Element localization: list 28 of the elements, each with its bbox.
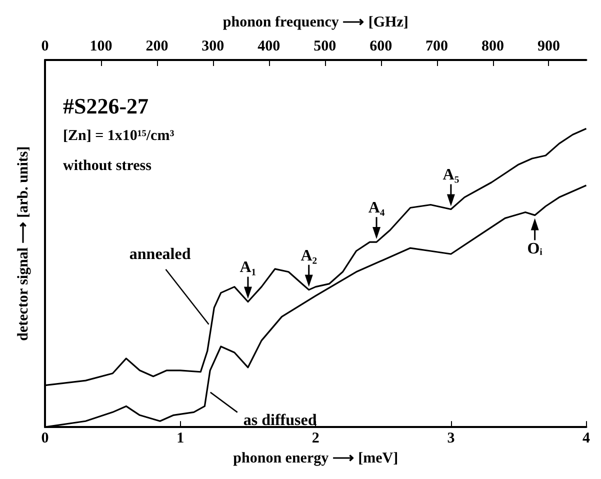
annotation: A₁	[240, 259, 256, 276]
x2-axis-title: phonon frequency ⟶ [GHz]	[222, 14, 408, 30]
y-axis-title: detector signal ⟶ [arb. units]	[16, 146, 32, 341]
x-tick-label: 4	[582, 430, 590, 447]
annotation: A₂	[300, 247, 318, 264]
x-tick-label: 2	[312, 430, 320, 447]
x2-tick-label: 500	[314, 38, 336, 54]
x2-tick-label: 300	[202, 38, 224, 54]
annotation: A₄	[368, 200, 385, 217]
x2-tick-label: 0	[41, 38, 49, 54]
text: annealed	[129, 246, 191, 263]
x-tick-label: 1	[176, 430, 184, 447]
annotation: without stress	[63, 158, 152, 174]
annotation: A₅	[442, 166, 460, 184]
x-axis-title: phonon energy ⟶ [meV]	[233, 450, 398, 466]
text: #S226-27	[63, 94, 149, 118]
x-tick-label: 0	[41, 430, 49, 447]
x2-tick-label: 800	[482, 38, 504, 54]
x-tick-label: 3	[447, 430, 455, 447]
x2-tick-label: 600	[370, 38, 392, 54]
annotation: Oᵢ	[527, 240, 543, 258]
x2-tick-label: 700	[426, 38, 448, 54]
x2-tick-label: 100	[90, 38, 112, 54]
annotation: [Zn] = 1x10¹⁵/cm³	[63, 128, 175, 144]
x2-tick-label: 200	[146, 38, 168, 54]
x2-tick-label: 400	[258, 38, 280, 54]
text: as diffused	[243, 412, 317, 429]
x2-tick-label: 900	[538, 38, 560, 54]
